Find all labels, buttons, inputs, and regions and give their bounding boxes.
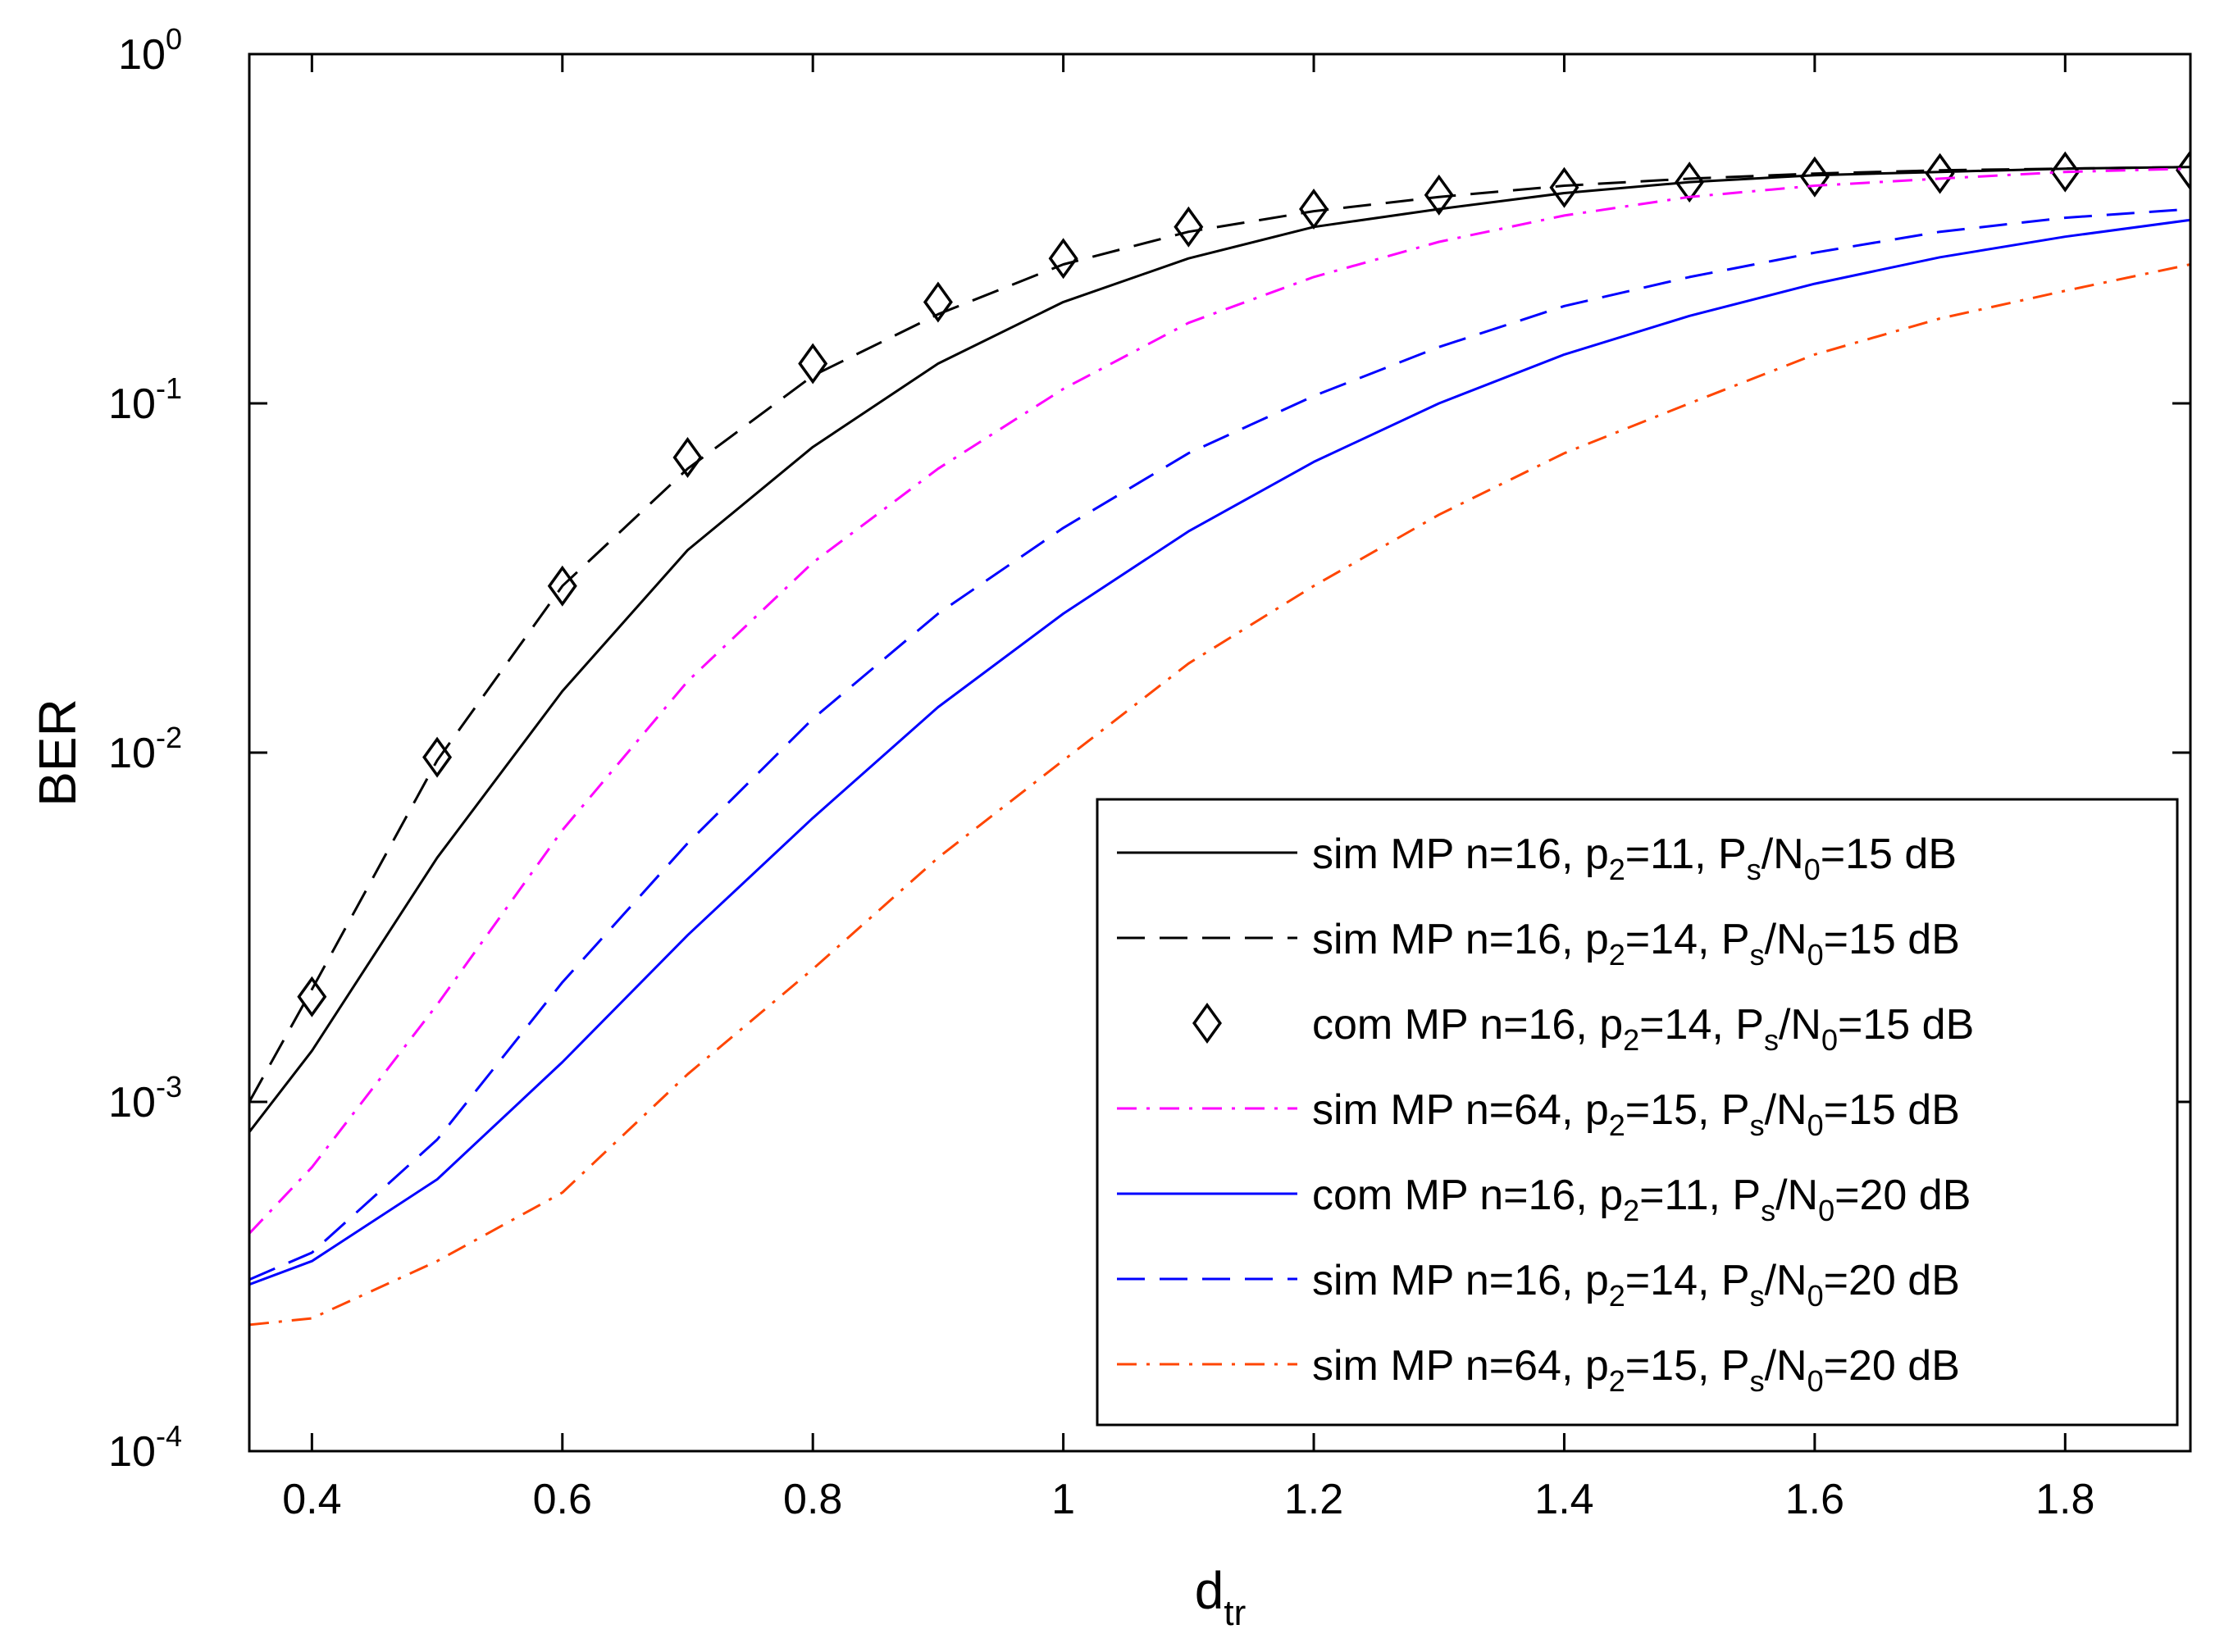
x-tick-label-6: 1.6: [1785, 1476, 1844, 1523]
series-2-marker-4: [798, 343, 828, 385]
series-5: [249, 207, 2190, 1281]
legend-entry-5: sim MP n=16, p2=14, Ps/N0=20 dB: [1117, 1257, 1960, 1313]
series-2: [297, 149, 2190, 1017]
series-line-6: [249, 263, 2190, 1327]
legend-label-3: sim MP n=64, p2=15, Ps/N0=15 dB: [1312, 1086, 1960, 1142]
series-2-marker-1: [422, 736, 453, 778]
y-tick-label-1: 10-1: [108, 371, 182, 428]
legend-label-1: sim MP n=16, p2=14, Ps/N0=15 dB: [1312, 916, 1960, 972]
x-axis-label: dtr: [1195, 1561, 1246, 1633]
x-tick-label-5: 1.4: [1534, 1476, 1593, 1523]
series-2-marker-2: [547, 565, 577, 607]
legend-entry-6: sim MP n=64, p2=15, Ps/N0=20 dB: [1117, 1342, 1960, 1398]
series-2-marker-0: [297, 976, 327, 1017]
legend-swatch-2: [1192, 1003, 1222, 1044]
series-layer: [249, 149, 2190, 1327]
legend-entries: sim MP n=16, p2=11, Ps/N0=15 dB sim MP n=…: [1117, 831, 1974, 1398]
series-line-0: [249, 166, 2190, 1133]
legend-entry-3: sim MP n=64, p2=15, Ps/N0=15 dB: [1117, 1086, 1960, 1142]
x-tick-label-2: 0.8: [783, 1476, 842, 1523]
series-2-marker-5: [923, 281, 953, 323]
legend-entry-1: sim MP n=16, p2=14, Ps/N0=15 dB: [1117, 916, 1960, 972]
series-2-marker-13: [1925, 152, 1955, 194]
x-axis-label-base: d: [1195, 1561, 1224, 1620]
series-2-marker-12: [1799, 156, 1830, 198]
series-2-marker-10: [1549, 166, 1579, 208]
series-0: [249, 166, 2190, 1133]
series-line-3: [249, 167, 2190, 1235]
x-axis-label-sub: tr: [1224, 1593, 1246, 1633]
series-2-marker-14: [2050, 151, 2081, 193]
x-tick-label-3: 1: [1051, 1476, 1075, 1523]
x-tick-label-7: 1.8: [2035, 1476, 2094, 1523]
y-axis-label: BER: [28, 699, 87, 807]
series-1: [249, 166, 2190, 1103]
series-2-marker-3: [672, 436, 703, 478]
legend-label-5: sim MP n=16, p2=14, Ps/N0=20 dB: [1312, 1257, 1960, 1313]
legend: sim MP n=16, p2=11, Ps/N0=15 dB sim MP n=…: [1096, 798, 2179, 1427]
series-2-marker-7: [1174, 206, 1204, 248]
y-tick-label-4: 10-4: [108, 1419, 182, 1476]
legend-entry-4: com MP n=16, p2=11, Ps/N0=20 dB: [1117, 1172, 1971, 1227]
ticks-layer: 0.4 0.6 0.8 1 1.2 1.4 1.6 1.8 100 10-1 10-2 10-3 10-…: [108, 22, 2190, 1523]
legend-entry-0: sim MP n=16, p2=11, Ps/N0=15 dB: [1117, 831, 1957, 886]
x-tick-label-0: 0.4: [282, 1476, 341, 1523]
series-2-marker-9: [1424, 174, 1454, 216]
series-2-marker-11: [1675, 162, 1705, 203]
x-tick-label-4: 1.2: [1284, 1476, 1343, 1523]
legend-entry-2: com MP n=16, p2=14, Ps/N0=15 dB: [1192, 1001, 1974, 1057]
y-tick-label-0: 100: [118, 22, 182, 79]
legend-label-6: sim MP n=64, p2=15, Ps/N0=20 dB: [1312, 1342, 1960, 1398]
series-2-marker-8: [1299, 189, 1329, 230]
series-4: [249, 218, 2190, 1286]
series-line-4: [249, 218, 2190, 1286]
y-tick-label-3: 10-3: [108, 1070, 182, 1126]
x-tick-label-1: 0.6: [533, 1476, 592, 1523]
legend-label-4: com MP n=16, p2=11, Ps/N0=20 dB: [1312, 1172, 1971, 1227]
series-line-1: [249, 166, 2190, 1103]
y-tick-label-2: 10-2: [108, 721, 182, 777]
series-2-marker-15: [2176, 149, 2190, 191]
series-3: [249, 167, 2190, 1235]
legend-label-0: sim MP n=16, p2=11, Ps/N0=15 dB: [1312, 831, 1957, 886]
series-6: [249, 263, 2190, 1327]
series-line-5: [249, 207, 2190, 1281]
legend-label-2: com MP n=16, p2=14, Ps/N0=15 dB: [1312, 1001, 1974, 1057]
legend-box: [1096, 798, 2179, 1427]
series-2-marker-6: [1048, 238, 1078, 280]
